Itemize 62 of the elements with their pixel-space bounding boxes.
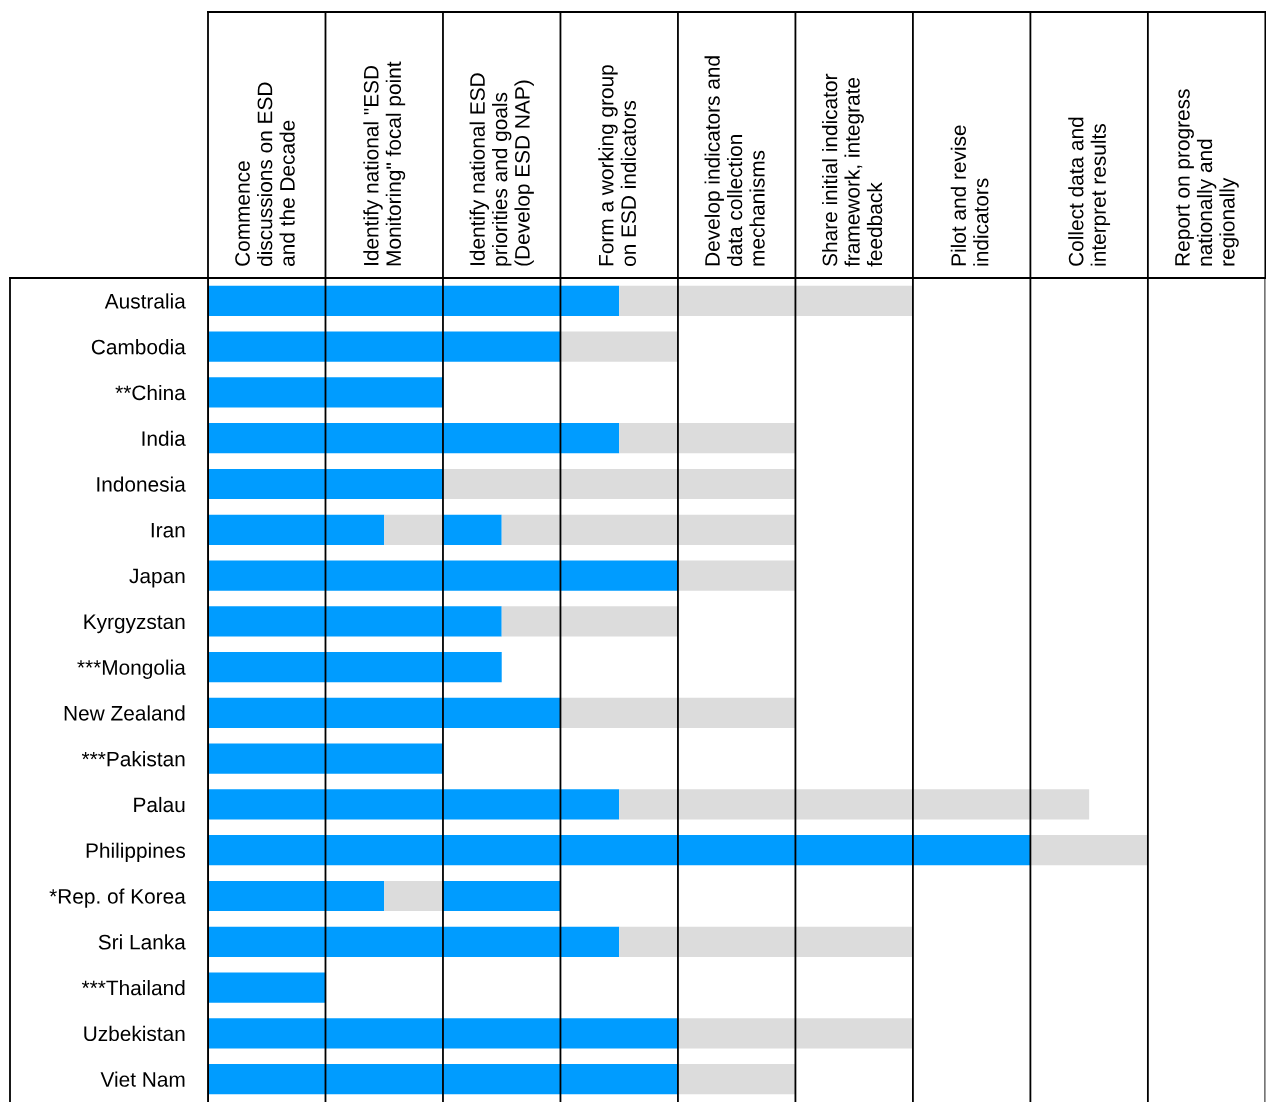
bar: [677, 560, 796, 591]
bar: [208, 1064, 678, 1095]
y-tick-label: Japan: [129, 568, 185, 588]
bar: [384, 880, 443, 912]
bar: [677, 1064, 796, 1095]
bar: [208, 606, 502, 637]
bar: [208, 377, 443, 408]
bar: [208, 697, 561, 728]
bar: [619, 789, 1090, 820]
y-tick-label: **China: [115, 384, 186, 401]
text: Form a working group on ESD indicators: [598, 65, 637, 267]
bar: [501, 606, 678, 637]
y-tick-label: India: [142, 430, 186, 446]
text: Identify national "ESD Monitoring" focal point: [363, 61, 406, 266]
bar: [208, 560, 678, 591]
bar: [208, 743, 443, 774]
bar: [560, 331, 678, 362]
bar: [442, 514, 502, 545]
bar: [208, 880, 385, 912]
bar: [208, 835, 1031, 866]
bar: [1030, 835, 1148, 866]
bar: [208, 514, 385, 545]
bar: [442, 880, 561, 912]
y-tick-label: Indonesia: [97, 476, 186, 492]
text: Pilot and revise indicators: [950, 125, 989, 266]
y-tick-label: Australia: [104, 293, 186, 309]
bar: [208, 652, 502, 683]
bar: [208, 423, 620, 454]
y-tick-label: Philippines: [86, 842, 186, 863]
y-tick-label: ***Mongolia: [77, 659, 186, 679]
y-tick-label: Viet Nam: [100, 1071, 185, 1087]
bar: [208, 285, 620, 316]
y-tick-label: Kyrgyzstan: [84, 614, 185, 634]
bar: [208, 331, 561, 362]
bar: [208, 972, 326, 1003]
y-tick-label: Uzbekistan: [84, 1025, 185, 1042]
bar: [208, 926, 620, 957]
bar: [208, 1018, 678, 1049]
bar: [501, 514, 796, 545]
text: Develop indicators and data collection mechanisms: [704, 56, 765, 267]
bar: [208, 468, 443, 500]
text: Report on progress nationally and regionally: [1175, 89, 1239, 266]
bar: [442, 468, 796, 500]
text: Identify national ESD priorities and goals (Develop ESD NAP): [469, 73, 534, 266]
text: Commence discussions on ESD and the Decade: [235, 82, 295, 267]
y-tick-label: Iran: [151, 522, 185, 538]
y-tick-label: New Zealand: [64, 705, 185, 721]
y-tick-label: ***Pakistan: [81, 751, 185, 767]
bar: [560, 697, 796, 728]
text: Collect data and interpret results: [1068, 117, 1111, 266]
bar: [208, 789, 620, 820]
y-tick-label: Palau: [134, 796, 185, 813]
y-tick-label: Sri Lanka: [98, 934, 186, 950]
bar: [619, 926, 913, 957]
y-tick-label: *Rep. of Korea: [49, 888, 186, 908]
bar: [677, 1018, 913, 1049]
y-tick-label: Cambodia: [91, 339, 186, 355]
bar: [384, 514, 443, 545]
y-tick-label: ***Thailand: [81, 980, 185, 996]
bar: [619, 423, 796, 454]
text: Share initial indicator framework, integrate feedback: [822, 73, 883, 267]
bar: [619, 285, 913, 316]
